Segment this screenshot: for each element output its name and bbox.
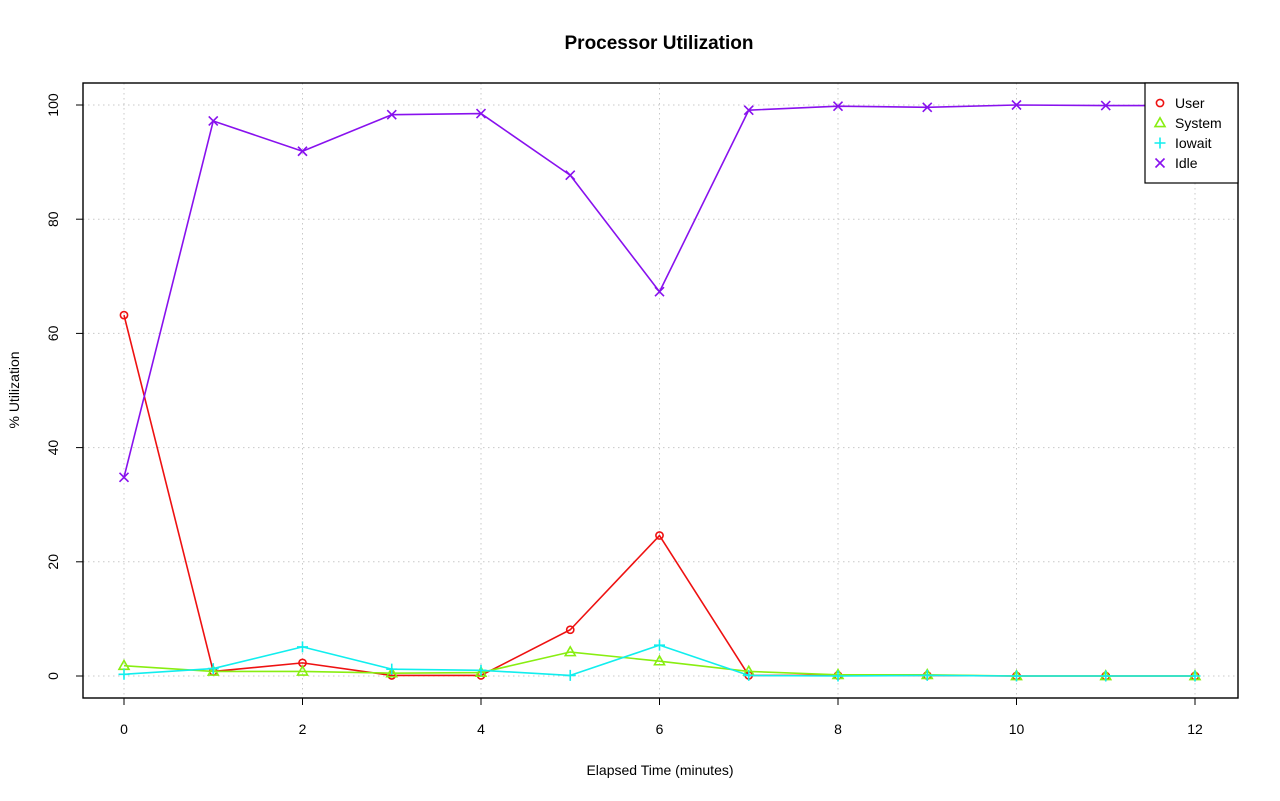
legend-label-idle: Idle bbox=[1175, 155, 1198, 171]
legend-label-iowait: Iowait bbox=[1175, 135, 1212, 151]
legend-marker-system bbox=[1153, 116, 1167, 128]
grid bbox=[83, 83, 1238, 698]
data-point-iowait bbox=[1189, 670, 1201, 682]
data-point-idle bbox=[743, 105, 754, 116]
data-point-iowait bbox=[921, 669, 933, 681]
y-tick-label: 20 bbox=[45, 554, 61, 570]
y-axis-label: % Utilization bbox=[6, 351, 22, 428]
data-point-system bbox=[385, 666, 399, 678]
series-iowait bbox=[118, 639, 1201, 682]
data-point-idle bbox=[1011, 99, 1022, 111]
plot-series bbox=[117, 99, 1202, 682]
data-point-iowait bbox=[297, 641, 308, 653]
data-point-user bbox=[655, 531, 664, 540]
data-point-iowait bbox=[1100, 670, 1112, 682]
data-point-system bbox=[474, 665, 488, 677]
legend-label-system: System bbox=[1175, 115, 1222, 131]
data-point-iowait bbox=[475, 664, 487, 676]
data-point-iowait bbox=[564, 669, 576, 681]
data-point-idle bbox=[386, 109, 397, 120]
data-point-idle bbox=[475, 108, 487, 119]
data-point-idle bbox=[922, 102, 933, 113]
y-tick-label: 40 bbox=[45, 440, 61, 456]
data-point-idle bbox=[297, 146, 308, 157]
x-tick-label: 2 bbox=[299, 721, 307, 737]
legend: User System Iowait Idle bbox=[1144, 82, 1239, 184]
data-point-idle bbox=[832, 101, 844, 112]
y-tick-label: 80 bbox=[45, 211, 61, 227]
data-point-iowait bbox=[743, 669, 755, 681]
data-point-idle bbox=[654, 286, 665, 297]
data-point-user bbox=[119, 310, 129, 320]
data-point-system bbox=[296, 664, 309, 676]
x-axis-label: Elapsed Time (minutes) bbox=[586, 762, 733, 778]
x-tick-label: 6 bbox=[656, 721, 664, 737]
legend-marker-user bbox=[1155, 98, 1165, 108]
data-point-user bbox=[565, 625, 575, 635]
data-point-idle bbox=[1100, 100, 1111, 111]
y-tick-label: 100 bbox=[45, 93, 61, 117]
x-tick-label: 4 bbox=[477, 721, 485, 737]
data-point-idle bbox=[208, 115, 219, 127]
data-point-iowait bbox=[654, 639, 665, 651]
chart-title: Processor Utilization bbox=[565, 33, 754, 54]
data-point-iowait bbox=[386, 663, 398, 675]
legend-label-user: User bbox=[1175, 95, 1205, 111]
data-point-idle bbox=[565, 170, 576, 181]
legend-marker-idle bbox=[1154, 157, 1166, 169]
data-point-idle bbox=[118, 472, 130, 483]
x-tick-label: 12 bbox=[1187, 721, 1203, 737]
series-idle bbox=[118, 99, 1201, 483]
x-tick-label: 0 bbox=[120, 721, 128, 737]
y-tick-label: 0 bbox=[45, 672, 61, 680]
x-tick-label: 8 bbox=[834, 721, 842, 737]
data-point-iowait bbox=[207, 663, 219, 675]
data-point-iowait bbox=[118, 668, 130, 680]
data-point-iowait bbox=[832, 670, 844, 682]
legend-marker-iowait bbox=[1154, 137, 1166, 149]
axes: 0 2 4 6 8 10 12 0 20 40 60 80 100 bbox=[45, 93, 1203, 737]
x-tick-label: 10 bbox=[1009, 721, 1025, 737]
data-point-system bbox=[206, 664, 220, 676]
plot-frame bbox=[82, 82, 1239, 699]
y-tick-label: 60 bbox=[45, 325, 61, 341]
data-point-system bbox=[563, 645, 577, 657]
data-point-system bbox=[653, 654, 666, 666]
data-point-iowait bbox=[1011, 670, 1022, 682]
